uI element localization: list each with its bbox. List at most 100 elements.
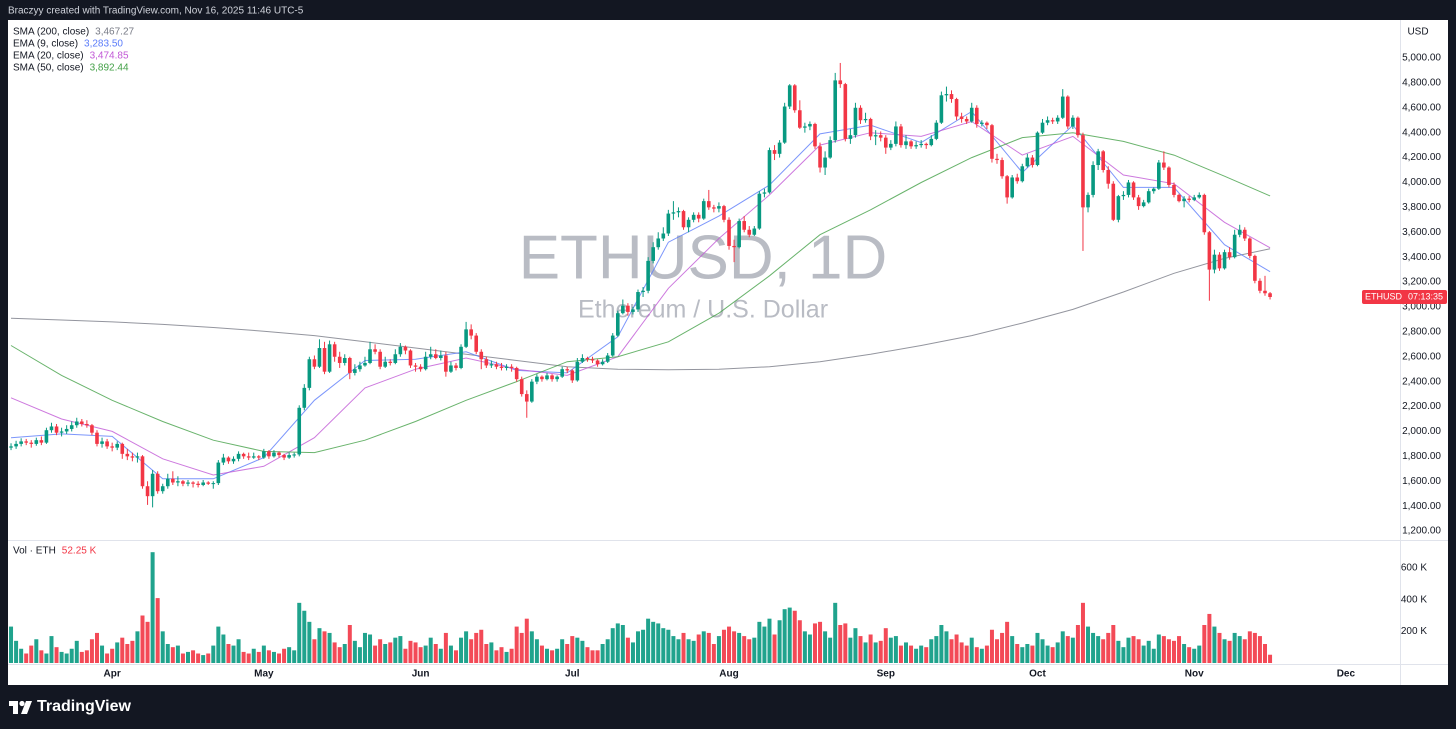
volume-bar (246, 653, 251, 663)
candle-body (337, 356, 342, 363)
candle-body (798, 110, 802, 128)
candle-body (1136, 197, 1141, 207)
y-tick-label: 4,400.00 (1402, 127, 1441, 138)
candle-body (95, 432, 99, 444)
volume-bar (519, 632, 524, 663)
volume-bar (342, 644, 347, 663)
candle-body (939, 95, 944, 123)
candle-body (661, 233, 666, 239)
volume-bar (423, 645, 428, 663)
volume-bar (752, 637, 757, 663)
logo-stem (13, 701, 18, 714)
volume-bar (1161, 636, 1166, 663)
volume-legend-value: 52.25 K (62, 546, 97, 557)
volume-bar (322, 631, 327, 663)
volume-bar (514, 626, 519, 663)
y-tick-label: 4,800.00 (1402, 78, 1441, 89)
candle-body (1192, 197, 1197, 200)
volume-bar (1227, 640, 1232, 663)
candle-body (883, 137, 888, 148)
volume-bar (641, 629, 646, 663)
volume-bar (1237, 636, 1242, 663)
volume-bar (1025, 644, 1030, 663)
y-tick-label: 2,600.00 (1402, 351, 1441, 362)
volume-bar (453, 650, 458, 663)
volume-bar (630, 642, 635, 663)
candle-body (621, 305, 625, 314)
volume-bar (812, 623, 817, 663)
volume-bar (1091, 632, 1096, 663)
candle-body (1242, 229, 1247, 239)
legend-name: SMA (200, close) (13, 27, 89, 38)
candle-body (914, 145, 918, 147)
volume-bar (686, 639, 691, 663)
volume-bar (843, 623, 848, 663)
candle-body (1121, 194, 1126, 197)
candle-body (954, 99, 959, 117)
volume-bar (610, 628, 615, 663)
volume-bar (969, 637, 974, 663)
candle-body (181, 481, 185, 484)
volume-bar (84, 650, 89, 663)
candle-body (1187, 198, 1191, 200)
candle-body (590, 359, 595, 361)
candle-body (904, 141, 908, 146)
candle-body (792, 85, 797, 111)
volume-bar (160, 631, 165, 663)
candle-body (964, 118, 969, 122)
volume-bar (1065, 636, 1070, 663)
y-tick-label: 3,000.00 (1402, 302, 1441, 313)
volume-bar (671, 636, 676, 663)
volume-bar (615, 623, 620, 663)
candle-body (1227, 252, 1232, 258)
volume-bar (1136, 639, 1141, 663)
candle-body (226, 457, 231, 462)
x-tick-label: Sep (877, 669, 895, 680)
volume-bar (19, 648, 24, 663)
candle-body (959, 116, 964, 119)
volume-tick-label: 400 K (1401, 594, 1427, 605)
candle-body (722, 206, 726, 220)
volume-bar (762, 626, 767, 663)
volume-bar (1010, 636, 1015, 663)
volume-bar (878, 640, 883, 663)
volume-bar (413, 642, 418, 663)
volume-bar (54, 647, 59, 663)
indicator-line (10, 120, 1271, 476)
y-tick-label: 2,200.00 (1402, 401, 1441, 412)
candle-body (944, 94, 949, 96)
candle-body (125, 453, 130, 457)
volume-bar (823, 631, 828, 663)
volume-bar (378, 639, 383, 663)
volume-bar (49, 636, 54, 663)
candle-body (1248, 238, 1252, 256)
volume-bar (828, 637, 833, 663)
volume-bar (337, 647, 342, 663)
volume-bar (742, 636, 747, 663)
candle-body (176, 481, 180, 483)
candle-body (1237, 229, 1242, 235)
candle-body (1126, 182, 1131, 195)
candle-body (631, 309, 635, 312)
volume-bar (974, 647, 979, 663)
volume-bar (737, 632, 742, 663)
volume-bar (357, 647, 362, 663)
candle-body (803, 126, 807, 128)
volume-bar (428, 637, 433, 663)
volume-bar (893, 636, 898, 663)
candle-body (1020, 166, 1025, 182)
candle-body (428, 354, 433, 357)
candle-body (1141, 202, 1146, 207)
candle-body (646, 260, 650, 291)
volume-bar (838, 625, 843, 663)
candle-body (1202, 194, 1207, 233)
volume-bar (196, 653, 201, 663)
volume-bar (550, 650, 555, 663)
candle-body (196, 483, 200, 485)
volume-tick-label: 200 K (1401, 626, 1427, 637)
volume-bar (873, 642, 878, 663)
volume-bar (1040, 639, 1045, 663)
volume-bar (1217, 632, 1222, 663)
volume-bar (666, 629, 671, 663)
candle-body (868, 118, 873, 137)
